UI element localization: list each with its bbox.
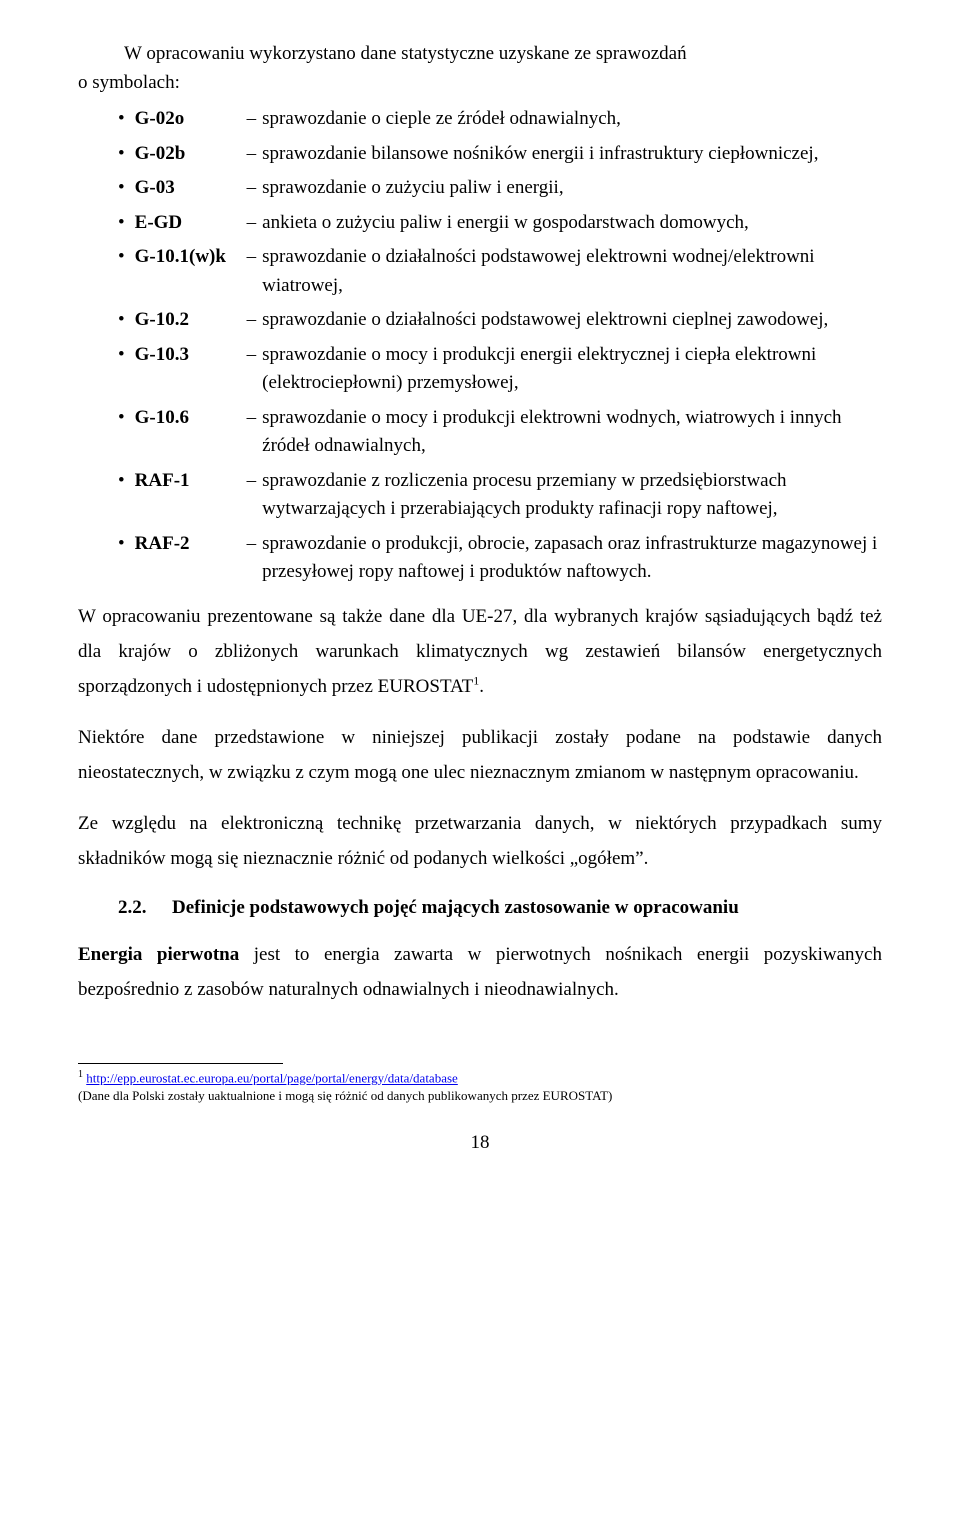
definition-item: • E-GD–ankieta o zużyciu paliw i energii … bbox=[118, 209, 882, 238]
definition-item: • G-10.3–sprawozdanie o mocy i produkcji … bbox=[118, 341, 882, 398]
bullet-icon: • bbox=[118, 105, 125, 134]
definition-description: ankieta o zużyciu paliw i energii w gosp… bbox=[262, 209, 882, 238]
definition-code: G-10.2 bbox=[135, 306, 247, 335]
definition-item: • G-10.2–sprawozdanie o działalności pods… bbox=[118, 306, 882, 335]
definition-code: E-GD bbox=[135, 209, 247, 238]
intro-line2: o symbolach: bbox=[78, 72, 180, 93]
bullet-icon: • bbox=[118, 243, 125, 272]
definition-code: RAF-1 bbox=[135, 467, 247, 496]
definition-description: sprawozdanie o działalności podstawowej … bbox=[262, 306, 882, 335]
definition-code: G-10.1(w)k bbox=[135, 243, 247, 272]
bullet-icon: • bbox=[118, 530, 125, 559]
bullet-icon: • bbox=[118, 341, 125, 370]
dash-separator: – bbox=[247, 209, 257, 238]
dash-separator: – bbox=[247, 243, 257, 272]
definition-item: • G-10.6–sprawozdanie o mocy i produkcji … bbox=[118, 404, 882, 461]
definition-code: G-02o bbox=[135, 105, 247, 134]
footnote-marker: 1 bbox=[78, 1069, 83, 1080]
dash-separator: – bbox=[247, 530, 257, 559]
definition-description: sprawozdanie o produkcji, obrocie, zapas… bbox=[262, 530, 882, 587]
footnote-note: (Dane dla Polski zostały uaktualnione i … bbox=[78, 1088, 612, 1103]
definition-description: sprawozdanie o działalności podstawowej … bbox=[262, 243, 882, 300]
definition-description: sprawozdanie bilansowe nośników energii … bbox=[262, 140, 882, 169]
dash-separator: – bbox=[247, 341, 257, 370]
intro-line1: W opracowaniu wykorzystano dane statysty… bbox=[124, 43, 687, 64]
bullet-icon: • bbox=[118, 467, 125, 496]
section-title: Definicje podstawowych pojęć mających za… bbox=[172, 897, 739, 918]
dash-separator: – bbox=[247, 140, 257, 169]
definition-description: sprawozdanie o mocy i produkcji energii … bbox=[262, 341, 882, 398]
bullet-icon: • bbox=[118, 174, 125, 203]
definition-description: sprawozdanie o zużyciu paliw i energii, bbox=[262, 174, 882, 203]
definitions-list: •G-02o–sprawozdanie o cieple ze źródeł o… bbox=[78, 105, 882, 587]
definition-description: sprawozdanie o cieple ze źródeł odnawial… bbox=[262, 105, 882, 134]
paragraph-rounding: Ze względu na elektroniczną technikę prz… bbox=[78, 806, 882, 876]
dash-separator: – bbox=[247, 306, 257, 335]
definition-code: G-10.3 bbox=[135, 341, 247, 370]
dash-separator: – bbox=[247, 105, 257, 134]
dash-separator: – bbox=[247, 174, 257, 203]
definition-code: RAF-2 bbox=[135, 530, 247, 559]
definition-description: sprawozdanie o mocy i produkcji elektrow… bbox=[262, 404, 882, 461]
intro-paragraph: W opracowaniu wykorzystano dane statysty… bbox=[78, 40, 882, 97]
page-number: 18 bbox=[78, 1129, 882, 1158]
bullet-icon: • bbox=[118, 140, 125, 169]
section-heading: 2.2.Definicje podstawowych pojęć mającyc… bbox=[118, 894, 882, 923]
definition-item: • G-03–sprawozdanie o zużyciu paliw i ene… bbox=[118, 174, 882, 203]
footnote-separator bbox=[78, 1063, 283, 1064]
paragraph-primary-energy: Energia pierwotna jest to energia zawart… bbox=[78, 937, 882, 1007]
footnote: 1 http://epp.eurostat.ec.europa.eu/porta… bbox=[78, 1068, 882, 1104]
bullet-icon: • bbox=[118, 306, 125, 335]
paragraph-eurostat: W opracowaniu prezentowane są także dane… bbox=[78, 599, 882, 704]
paragraph-preliminary-data: Niektóre dane przedstawione w niniejszej… bbox=[78, 720, 882, 790]
definition-code: G-10.6 bbox=[135, 404, 247, 433]
definition-item: • RAF-1–sprawozdanie z rozliczenia proces… bbox=[118, 467, 882, 524]
dash-separator: – bbox=[247, 404, 257, 433]
definition-code: G-03 bbox=[135, 174, 247, 203]
definition-item: • G-02b–sprawozdanie bilansowe nośników e… bbox=[118, 140, 882, 169]
dash-separator: – bbox=[247, 467, 257, 496]
paragraph-eurostat-period: . bbox=[479, 676, 484, 697]
definition-description: sprawozdanie z rozliczenia procesu przem… bbox=[262, 467, 882, 524]
footnote-link[interactable]: http://epp.eurostat.ec.europa.eu/portal/… bbox=[86, 1071, 458, 1086]
definition-item: • G-02o–sprawozdanie o cieple ze źródeł o… bbox=[118, 105, 882, 134]
definition-item: • RAF-2–sprawozdanie o produkcji, obrocie… bbox=[118, 530, 882, 587]
section-number: 2.2. bbox=[118, 894, 172, 923]
primary-energy-term: Energia pierwotna bbox=[78, 944, 239, 965]
bullet-icon: • bbox=[118, 209, 125, 238]
definition-item: • G-10.1(w)k–sprawozdanie o działalności … bbox=[118, 243, 882, 300]
bullet-icon: • bbox=[118, 404, 125, 433]
definition-code: G-02b bbox=[135, 140, 247, 169]
